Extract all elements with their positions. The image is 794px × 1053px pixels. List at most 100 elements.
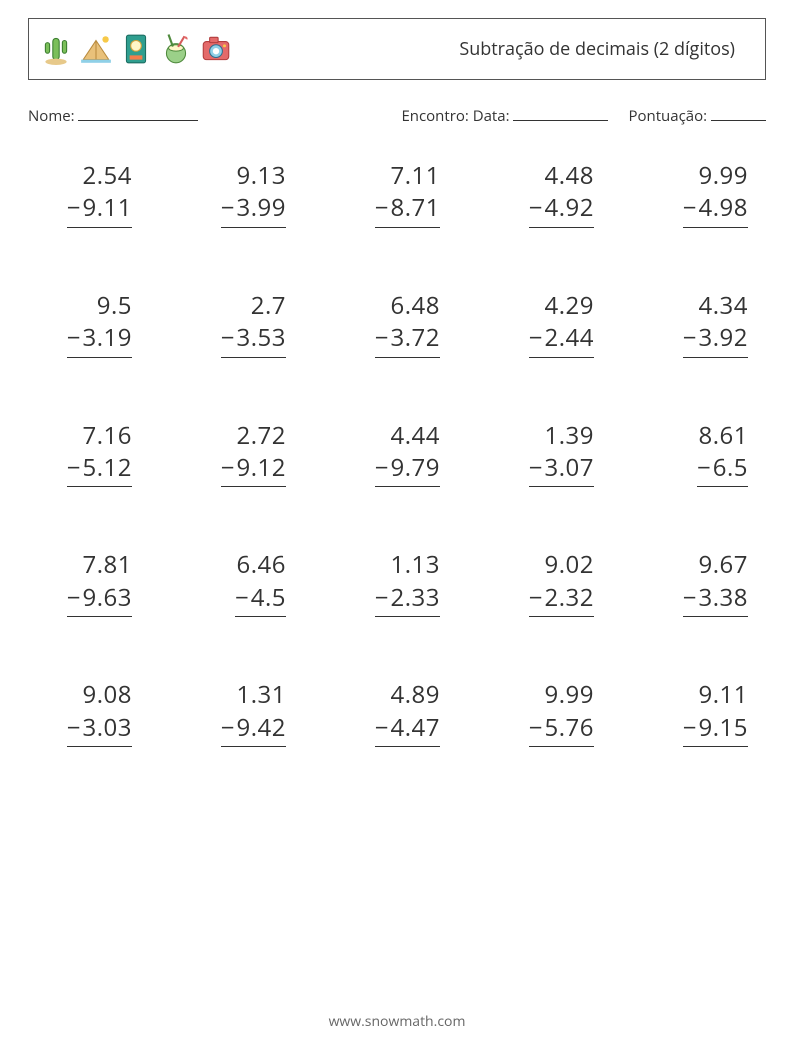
minuend: 8.61 xyxy=(699,420,748,452)
problem-cell: 6.46−4.5 xyxy=(186,549,300,617)
subtrahend-row: −5.12 xyxy=(67,452,132,487)
subtrahend-row: −2.44 xyxy=(529,322,594,357)
subtrahend: 3.72 xyxy=(391,322,440,354)
minus-sign: − xyxy=(221,452,235,484)
minus-sign: − xyxy=(67,712,81,744)
problem-cell: 1.31−9.42 xyxy=(186,679,300,747)
minuend: 9.08 xyxy=(83,679,132,711)
minus-sign: − xyxy=(221,322,235,354)
minus-sign: − xyxy=(67,452,81,484)
minuend: 2.54 xyxy=(83,160,132,192)
minus-sign: − xyxy=(375,192,389,224)
minuend: 9.02 xyxy=(545,549,594,581)
minus-sign: − xyxy=(221,712,235,744)
subtrahend-row: −2.33 xyxy=(375,582,440,617)
name-blank[interactable] xyxy=(78,106,198,121)
minus-sign: − xyxy=(683,712,697,744)
subtrahend: 3.03 xyxy=(83,712,132,744)
problem-cell: 9.11−9.15 xyxy=(648,679,762,747)
minuend: 2.72 xyxy=(237,420,286,452)
minus-sign: − xyxy=(67,192,81,224)
minus-sign: − xyxy=(529,322,543,354)
subtrahend: 9.42 xyxy=(237,712,286,744)
problem-cell: 9.99−4.98 xyxy=(648,160,762,228)
encounter-label-text: Encontro: Data: xyxy=(401,106,509,126)
name-label-text: Nome: xyxy=(28,106,75,126)
subtrahend: 2.44 xyxy=(545,322,594,354)
subtrahend-row: −9.11 xyxy=(67,192,132,227)
problem-cell: 1.13−2.33 xyxy=(340,549,454,617)
subtrahend-row: −4.5 xyxy=(235,582,286,617)
score-blank[interactable] xyxy=(711,106,766,121)
problem-cell: 9.02−2.32 xyxy=(494,549,608,617)
subtrahend: 5.12 xyxy=(83,452,132,484)
subtrahend: 3.38 xyxy=(699,582,748,614)
minus-sign: − xyxy=(683,322,697,354)
minuend: 4.48 xyxy=(545,160,594,192)
problem-cell: 2.7−3.53 xyxy=(186,290,300,358)
subtrahend-row: −2.32 xyxy=(529,582,594,617)
camera-icon xyxy=(199,32,233,66)
subtrahend: 9.12 xyxy=(237,452,286,484)
encounter-blank[interactable] xyxy=(513,106,608,121)
footer-link[interactable]: www.snowmath.com xyxy=(0,1012,794,1031)
problem-cell: 1.39−3.07 xyxy=(494,420,608,488)
pyramid-icon xyxy=(79,32,113,66)
minus-sign: − xyxy=(67,582,81,614)
subtrahend-row: −3.07 xyxy=(529,452,594,487)
score-label-text: Pontuação: xyxy=(628,106,707,126)
meta-row: Nome: Encontro: Data: Pontuação: xyxy=(28,106,766,126)
minus-sign: − xyxy=(375,712,389,744)
minus-sign: − xyxy=(529,192,543,224)
minuend: 9.11 xyxy=(699,679,748,711)
subtrahend-row: −3.72 xyxy=(375,322,440,357)
minus-sign: − xyxy=(529,582,543,614)
minus-sign: − xyxy=(375,322,389,354)
passport-icon xyxy=(119,32,153,66)
subtrahend-row: −9.79 xyxy=(375,452,440,487)
minuend: 6.46 xyxy=(237,549,286,581)
subtrahend-row: −4.98 xyxy=(683,192,748,227)
subtrahend-row: −9.15 xyxy=(683,712,748,747)
subtrahend: 2.32 xyxy=(545,582,594,614)
minuend: 9.5 xyxy=(97,290,132,322)
problem-cell: 9.99−5.76 xyxy=(494,679,608,747)
subtrahend: 4.92 xyxy=(545,192,594,224)
minuend: 7.11 xyxy=(391,160,440,192)
encounter-label: Encontro: Data: xyxy=(401,106,608,126)
minus-sign: − xyxy=(67,322,81,354)
problem-cell: 7.11−8.71 xyxy=(340,160,454,228)
minus-sign: − xyxy=(375,582,389,614)
worksheet-title: Subtração de decimais (2 dígitos) xyxy=(459,37,755,61)
subtrahend-row: −8.71 xyxy=(375,192,440,227)
problems-grid: 2.54−9.119.13−3.997.11−8.714.48−4.929.99… xyxy=(28,160,766,747)
score-label: Pontuação: xyxy=(628,106,766,126)
minus-sign: − xyxy=(529,712,543,744)
minus-sign: − xyxy=(221,192,235,224)
subtrahend: 4.5 xyxy=(251,582,286,614)
problem-cell: 2.72−9.12 xyxy=(186,420,300,488)
subtrahend: 4.98 xyxy=(699,192,748,224)
subtrahend: 5.76 xyxy=(545,712,594,744)
minuend: 2.7 xyxy=(251,290,286,322)
problem-cell: 4.34−3.92 xyxy=(648,290,762,358)
minus-sign: − xyxy=(529,452,543,484)
minuend: 4.34 xyxy=(699,290,748,322)
problem-cell: 6.48−3.72 xyxy=(340,290,454,358)
subtrahend: 2.33 xyxy=(391,582,440,614)
minus-sign: − xyxy=(683,192,697,224)
subtrahend: 8.71 xyxy=(391,192,440,224)
minuend: 1.39 xyxy=(545,420,594,452)
minus-sign: − xyxy=(697,452,711,484)
cactus-icon xyxy=(39,32,73,66)
subtrahend-row: −4.92 xyxy=(529,192,594,227)
minuend: 6.48 xyxy=(391,290,440,322)
minuend: 7.81 xyxy=(83,549,132,581)
minuend: 4.29 xyxy=(545,290,594,322)
subtrahend-row: −3.19 xyxy=(67,322,132,357)
problem-cell: 4.44−9.79 xyxy=(340,420,454,488)
minuend: 7.16 xyxy=(83,420,132,452)
minus-sign: − xyxy=(683,582,697,614)
minuend: 9.13 xyxy=(237,160,286,192)
subtrahend-row: −6.5 xyxy=(697,452,748,487)
